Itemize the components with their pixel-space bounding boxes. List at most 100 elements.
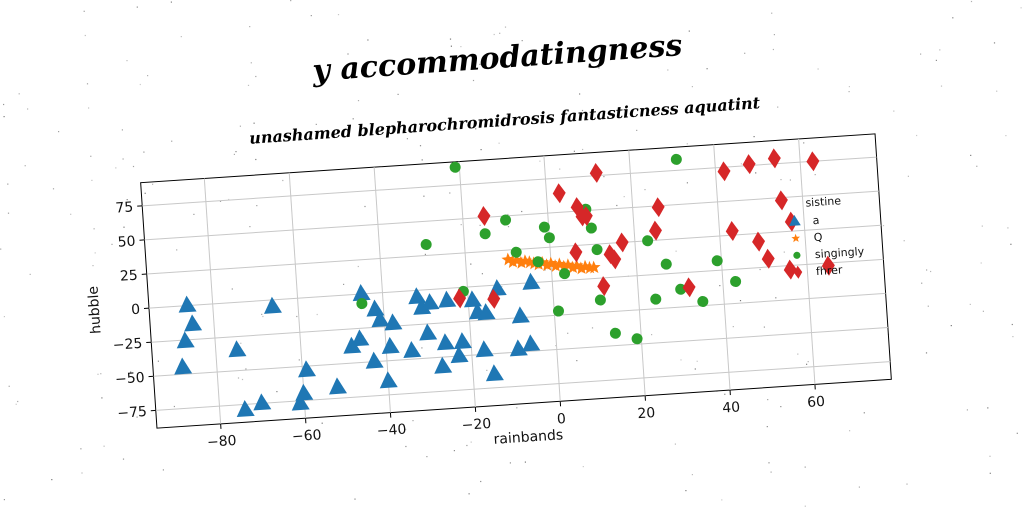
point-singingly — [711, 255, 723, 267]
x-gridline — [628, 150, 646, 396]
point-fhrer — [821, 255, 835, 276]
point-a — [485, 364, 504, 382]
point-fhrer — [589, 162, 603, 183]
point-fhrer — [579, 206, 593, 227]
point-singingly — [631, 333, 643, 345]
y-gridline — [155, 361, 891, 411]
point-a — [475, 340, 494, 358]
x-tick-label: 60 — [807, 394, 826, 411]
series-singingly — [356, 153, 742, 345]
point-singingly — [670, 153, 682, 165]
y-tick-label: 0 — [131, 302, 141, 319]
point-Q — [514, 255, 528, 269]
point-fhrer — [487, 288, 501, 309]
point-a — [421, 293, 440, 311]
point-Q — [548, 259, 563, 273]
point-Q — [574, 261, 588, 275]
point-fhrer — [806, 151, 820, 172]
point-fhrer — [783, 259, 797, 280]
y-tick-label: 25 — [119, 268, 138, 285]
x-gridline — [798, 138, 816, 385]
point-Q — [565, 260, 580, 274]
point-singingly — [591, 244, 603, 256]
point-singingly — [479, 228, 491, 240]
point-a — [228, 340, 247, 358]
y-tick-labels: −75 −50 −25 0 25 50 75 — [112, 199, 156, 422]
x-gridline — [713, 144, 731, 391]
point-singingly — [553, 305, 565, 317]
point-fhrer — [774, 190, 788, 211]
x-gridline — [288, 172, 307, 419]
point-Q — [587, 260, 601, 274]
gridlines — [142, 138, 891, 424]
y-tick-label: −75 — [117, 404, 148, 422]
x-gridline — [458, 161, 476, 408]
point-a — [419, 323, 438, 341]
legend-title: sistine — [805, 194, 842, 209]
point-a — [438, 290, 457, 308]
legend-label-fhrer: fhrer — [816, 263, 844, 278]
point-Q — [505, 255, 520, 268]
x-tick-label: −60 — [291, 427, 322, 445]
point-singingly — [356, 298, 368, 310]
point-fhrer — [651, 197, 665, 218]
point-fhrer — [597, 276, 611, 297]
y-axis-label: hubble — [85, 285, 104, 334]
point-fhrer — [608, 249, 622, 270]
y-tick-label: 50 — [117, 234, 136, 251]
chart-title: y accommodatingness — [310, 28, 683, 89]
point-Q — [540, 258, 554, 272]
y-tick-label: −25 — [112, 336, 143, 354]
point-a — [463, 290, 482, 308]
point-fhrer — [761, 248, 775, 269]
point-a — [381, 336, 400, 354]
legend-marker-a — [789, 214, 801, 227]
x-tick-label: 20 — [637, 405, 656, 422]
point-singingly — [609, 327, 621, 339]
point-singingly — [697, 295, 709, 307]
point-singingly — [594, 294, 606, 306]
legend-marker-fhrer — [793, 265, 803, 279]
point-singingly — [532, 256, 544, 268]
x-tick-labels: −80 −60 −40 −20 0 20 40 60 — [207, 384, 826, 451]
point-fhrer — [682, 277, 696, 298]
point-fhrer — [767, 148, 781, 169]
point-a — [174, 357, 193, 375]
legend-label-Q: Q — [813, 231, 823, 245]
x-tick-label: 0 — [556, 411, 566, 428]
point-fhrer — [725, 221, 739, 242]
point-a — [371, 310, 390, 328]
point-singingly — [650, 293, 662, 305]
y-tick-label: 75 — [115, 199, 134, 216]
point-fhrer — [453, 288, 467, 309]
point-a — [352, 284, 371, 302]
point-a — [253, 393, 272, 411]
point-singingly — [543, 232, 555, 244]
point-a — [522, 334, 541, 352]
point-a — [384, 313, 403, 331]
point-singingly — [730, 275, 742, 287]
data-marks — [174, 148, 835, 418]
point-a — [436, 333, 455, 351]
point-a — [511, 306, 530, 324]
x-gridline — [543, 155, 561, 402]
point-fhrer — [552, 183, 566, 204]
point-singingly — [500, 214, 512, 226]
point-a — [477, 303, 496, 321]
x-tick-label: −80 — [207, 433, 238, 451]
point-singingly — [642, 235, 654, 247]
plot-frame — [140, 133, 892, 429]
y-tick-label: −50 — [115, 370, 146, 388]
point-a — [236, 399, 255, 418]
point-singingly — [538, 221, 550, 233]
point-fhrer — [477, 206, 491, 226]
point-a — [434, 356, 453, 374]
point-singingly — [449, 161, 461, 173]
series-a — [174, 272, 541, 418]
point-a — [178, 295, 197, 313]
chart-subtitle: unashamed blepharochromidrosis fantastic… — [249, 93, 762, 148]
point-a — [291, 393, 310, 411]
point-singingly — [420, 239, 432, 251]
